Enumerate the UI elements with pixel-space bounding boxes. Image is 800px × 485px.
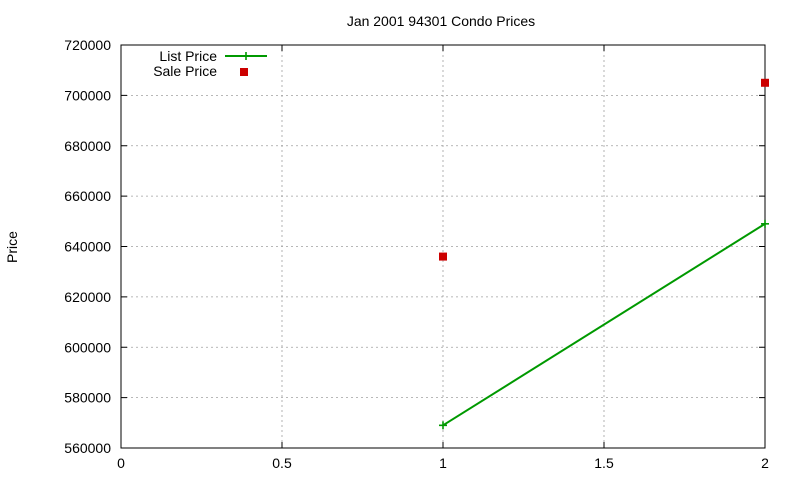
series-sale-price [439,78,769,261]
y-tick-label: 640000 [64,239,111,255]
x-tick-label: 2 [761,455,769,471]
chart-title: Jan 2001 94301 Condo Prices [347,13,535,29]
y-tick-label: 660000 [64,188,111,204]
y-tick-label: 620000 [64,289,111,305]
x-tick-label: 0.5 [272,455,292,471]
x-tick-label: 0 [117,455,125,471]
y-tick-label: 560000 [64,440,111,456]
sale-price-point [761,78,769,87]
list-price-point [439,421,447,430]
y-tick-label: 600000 [64,339,111,355]
legend-marker-sale-price [240,68,248,76]
legend-label-sale-price: Sale Price [153,63,217,79]
y-tick-label: 680000 [64,138,111,154]
list-price-line [442,222,766,427]
list-price-point [761,219,769,228]
legend-label-list-price: List Price [159,48,217,64]
series-list-price [439,219,769,430]
legend-marker-list-price [242,52,250,60]
series-layer [439,78,769,430]
x-tick-label: 1 [439,455,447,471]
y-axis-label: Price [4,231,20,263]
y-tick-label: 700000 [64,87,111,103]
y-tick-label: 720000 [64,37,111,53]
grid-layer [121,45,765,448]
x-tick-label: 1.5 [594,455,614,471]
axis-layer: 560000 580000 600000 620000 640000 660000 6800… [64,37,769,471]
sale-price-point [439,252,447,261]
y-tick-label: 580000 [64,390,111,406]
